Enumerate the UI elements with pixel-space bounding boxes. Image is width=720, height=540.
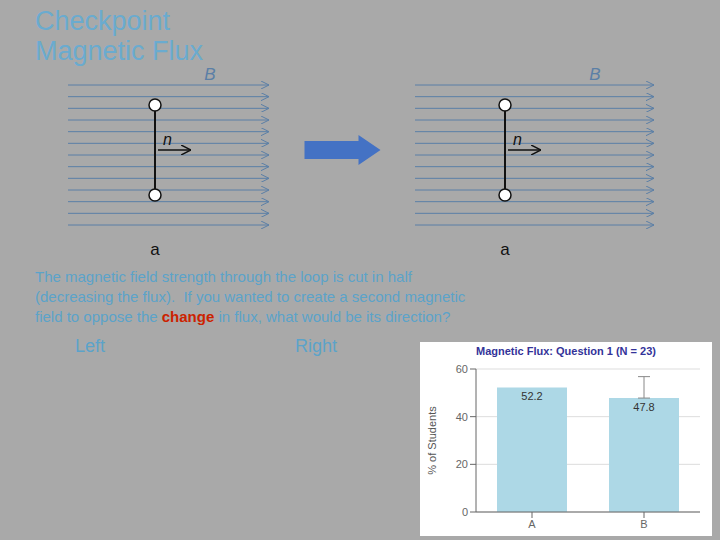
html-text:Left: Left bbox=[75, 336, 105, 356]
html-text:(decreasing the flux). If you: (decreasing the flux). If you wanted to … bbox=[35, 288, 466, 305]
svg-text:47.8: 47.8 bbox=[633, 401, 654, 413]
svg-text:0: 0 bbox=[462, 506, 468, 518]
svg-text:52.2: 52.2 bbox=[521, 390, 542, 402]
html-text:The magnetic field strength th: The magnetic field strength through the … bbox=[35, 268, 412, 285]
svg-text:% of Students: % of Students bbox=[426, 406, 438, 475]
html-text:field to oppose the change in: field to oppose the change in flux, what… bbox=[35, 308, 451, 325]
svg-text:B: B bbox=[640, 518, 647, 530]
html-text:Magnetic Flux: Magnetic Flux bbox=[35, 36, 204, 66]
svg-text:B: B bbox=[204, 65, 215, 84]
svg-text:n: n bbox=[163, 131, 172, 148]
html-text:Right: Right bbox=[295, 336, 337, 356]
svg-text:A: A bbox=[528, 518, 536, 530]
svg-text:a: a bbox=[150, 240, 160, 259]
svg-text:B: B bbox=[589, 65, 600, 84]
svg-text:n: n bbox=[513, 131, 522, 148]
svg-text:a: a bbox=[500, 240, 510, 259]
svg-text:60: 60 bbox=[456, 363, 468, 375]
html-text:Checkpoint: Checkpoint bbox=[35, 6, 171, 36]
svg-text:20: 20 bbox=[456, 458, 468, 470]
html-text:Magnetic Flux: Question 1 (N =: Magnetic Flux: Question 1 (N = 23) bbox=[476, 345, 656, 357]
svg-text:40: 40 bbox=[456, 411, 468, 423]
